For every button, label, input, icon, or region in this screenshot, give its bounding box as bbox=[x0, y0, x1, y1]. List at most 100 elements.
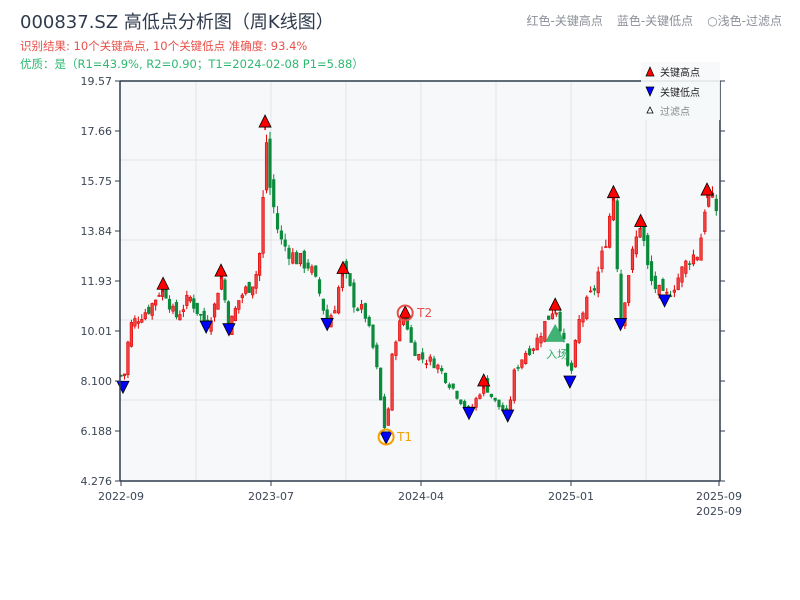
candle-up bbox=[695, 256, 699, 261]
candle-down bbox=[493, 397, 497, 401]
y-tick-label: 19.57 bbox=[81, 75, 113, 88]
result-summary: 识别结果: 10个关键高点, 10个关键低点 准确度: 93.4% bbox=[20, 39, 308, 53]
candle-up bbox=[261, 197, 265, 254]
candle-up bbox=[390, 353, 394, 411]
key-high-marker bbox=[336, 260, 350, 274]
candle-down bbox=[348, 273, 352, 286]
key-high-marker bbox=[633, 213, 648, 227]
entry-marker bbox=[545, 323, 566, 342]
legend-low-label: 关键低点 bbox=[660, 86, 700, 99]
candle-up bbox=[394, 341, 398, 356]
candle-up bbox=[680, 266, 684, 283]
t1-ring bbox=[377, 428, 395, 446]
hint-key-low: 蓝色-关键低点 bbox=[616, 14, 694, 28]
candle-down bbox=[192, 298, 196, 309]
candle-up bbox=[657, 284, 661, 296]
key-low-marker bbox=[657, 294, 672, 308]
x-tick-label: 2025-01 bbox=[548, 490, 594, 503]
candle-down bbox=[463, 401, 467, 408]
candle-up bbox=[703, 211, 707, 232]
candle-up bbox=[665, 291, 669, 294]
candle-down bbox=[447, 384, 451, 388]
candle-up bbox=[359, 304, 364, 310]
candle-up bbox=[333, 310, 337, 314]
candle-up bbox=[691, 254, 696, 265]
y-tick-label: 17.66 bbox=[81, 125, 113, 138]
candle-up bbox=[524, 352, 528, 364]
candle-down bbox=[489, 393, 493, 397]
candle-down bbox=[516, 366, 520, 369]
candle-up bbox=[136, 321, 140, 324]
candle-up bbox=[672, 289, 676, 293]
x-tick-label: 2024-04 bbox=[398, 490, 444, 503]
candle-up bbox=[386, 408, 390, 426]
x-tick-label: 2025-09 bbox=[696, 505, 742, 518]
candle-up bbox=[550, 313, 555, 320]
y-tick-label: 11.93 bbox=[81, 275, 113, 288]
candle-up bbox=[398, 320, 402, 342]
candle-up bbox=[150, 303, 154, 316]
candle-up bbox=[264, 142, 269, 191]
candle-down bbox=[558, 311, 562, 332]
candle-up bbox=[428, 356, 432, 362]
candle-up bbox=[212, 303, 217, 318]
candle-up bbox=[178, 314, 182, 321]
candle-up bbox=[581, 312, 585, 323]
candle-down bbox=[317, 279, 322, 294]
candle-down bbox=[174, 301, 179, 318]
candle-down bbox=[223, 279, 227, 301]
candle-up bbox=[608, 215, 612, 248]
candle-down bbox=[352, 282, 356, 308]
x-tick-label: 2023-07 bbox=[248, 490, 294, 503]
candle-up bbox=[337, 287, 341, 314]
candle-up bbox=[627, 275, 631, 303]
candle-up bbox=[258, 252, 262, 276]
candle-up bbox=[240, 294, 244, 298]
candle-up bbox=[181, 309, 185, 312]
key-low-marker bbox=[462, 406, 476, 421]
t2-label: T2 bbox=[416, 306, 432, 320]
entry-label: 入场 bbox=[546, 347, 568, 361]
y-tick-label: 13.84 bbox=[81, 225, 113, 238]
candle-down bbox=[505, 408, 509, 411]
candle-up bbox=[237, 300, 241, 310]
key-low-marker bbox=[613, 318, 628, 332]
candle-down bbox=[199, 314, 203, 316]
candle-down bbox=[367, 316, 371, 326]
candle-down bbox=[279, 230, 283, 240]
candle-up bbox=[291, 252, 295, 264]
color-hints: 红色-关键高点 蓝色-关键低点 ○浅色-过滤点 bbox=[527, 12, 783, 29]
candle-up bbox=[251, 286, 255, 296]
t2-ring bbox=[396, 304, 414, 322]
legend-high-label: 关键高点 bbox=[660, 66, 700, 79]
candle-down bbox=[451, 383, 455, 389]
candle-down bbox=[413, 342, 417, 356]
candle-up bbox=[577, 319, 581, 343]
candle-up bbox=[554, 312, 558, 315]
legend-high-icon bbox=[645, 66, 655, 77]
candle-up bbox=[188, 297, 192, 302]
candle-down bbox=[615, 200, 619, 270]
candle-up bbox=[699, 237, 703, 261]
candle-down bbox=[432, 358, 436, 369]
candle-down bbox=[371, 324, 375, 348]
candle-down bbox=[275, 213, 280, 230]
candle-down bbox=[688, 263, 692, 265]
candle-down bbox=[283, 239, 287, 247]
candle-down bbox=[443, 372, 448, 383]
candle-up bbox=[122, 373, 127, 377]
candle-down bbox=[661, 278, 665, 291]
candle-down bbox=[646, 235, 650, 266]
quality-summary: 优质：是（R1=43.9%, R2=0.90；T1=2024-02-08 P1=… bbox=[20, 57, 364, 71]
candle-down bbox=[356, 308, 360, 311]
candle-up bbox=[143, 312, 147, 320]
y-tick-label: 8.100 bbox=[81, 375, 113, 388]
y-tick-label: 4.276 bbox=[81, 475, 113, 488]
legend-filtered-label: 过滤点 bbox=[660, 105, 690, 118]
key-high-marker bbox=[258, 114, 272, 128]
candle-up bbox=[573, 340, 577, 368]
candle-up bbox=[543, 321, 547, 342]
candle-up bbox=[436, 364, 440, 370]
candle-up bbox=[129, 322, 133, 347]
candle-up bbox=[520, 359, 524, 368]
